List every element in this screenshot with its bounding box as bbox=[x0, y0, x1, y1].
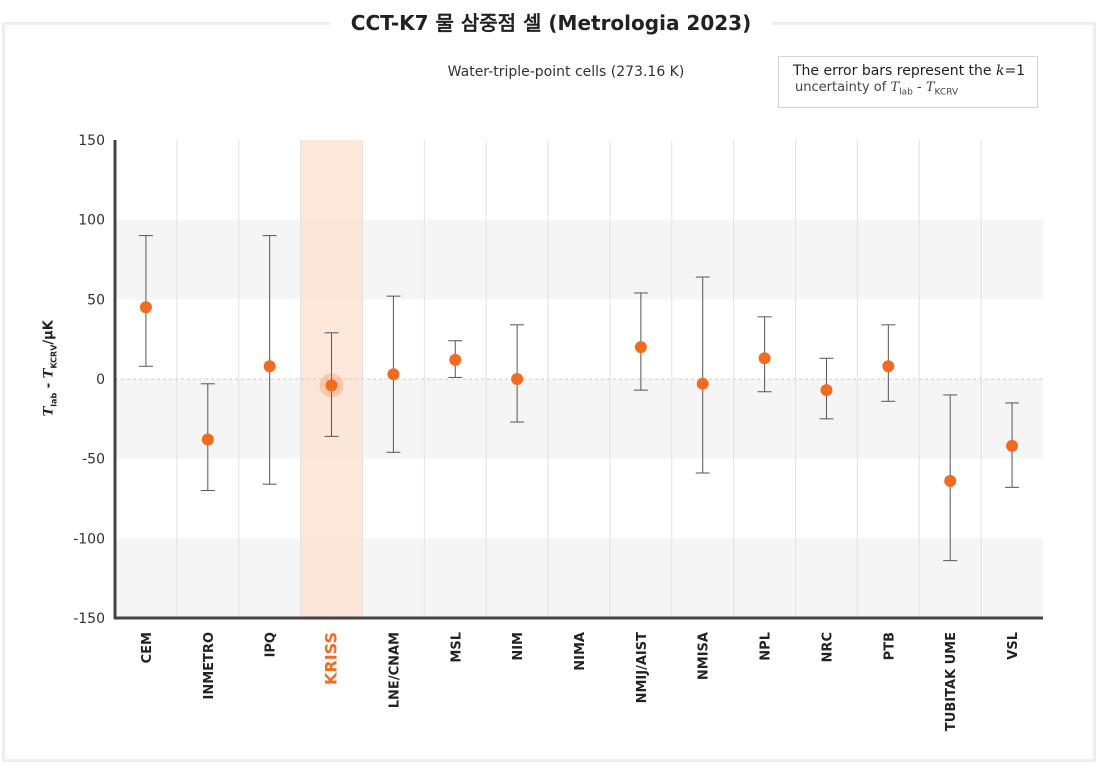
y-tick-label: 50 bbox=[87, 292, 105, 308]
data-point bbox=[634, 341, 647, 354]
y-tick-label: 100 bbox=[78, 213, 105, 229]
y-band bbox=[115, 538, 1043, 618]
x-tick-label: TUBITAK UME bbox=[944, 632, 959, 731]
x-tick-label: NRC bbox=[820, 632, 835, 662]
data-point bbox=[758, 352, 771, 365]
data-point bbox=[139, 301, 152, 314]
data-point bbox=[263, 360, 276, 373]
note-text-2: uncertainty of bbox=[795, 80, 891, 95]
data-point bbox=[1006, 439, 1019, 452]
y-tick-label: 150 bbox=[78, 133, 105, 149]
x-tick-label: NIMA bbox=[573, 632, 588, 671]
y-tick-label: -150 bbox=[73, 611, 105, 627]
x-tick-label: CEM bbox=[140, 632, 155, 663]
y-band bbox=[115, 379, 1043, 459]
x-tick-label: VSL bbox=[1006, 632, 1021, 660]
chart-title: CCT-K7 물 삼중점 셀 (Metrologia 2023) bbox=[330, 8, 772, 38]
note-t-lab: T bbox=[890, 80, 900, 95]
data-point bbox=[387, 368, 400, 381]
note-text: The error bars represent the bbox=[793, 63, 996, 79]
x-tick-label: INMETRO bbox=[202, 632, 217, 699]
y-tick-label: -50 bbox=[82, 452, 105, 468]
x-tick-label: NMISA bbox=[697, 632, 712, 680]
chart-subtitle: Water-triple-point cells (273.16 K) bbox=[447, 64, 685, 80]
x-tick-label: IPQ bbox=[264, 632, 279, 657]
note-t-lab-sub: lab bbox=[899, 87, 913, 98]
x-tick-label: LNE/CNAM bbox=[387, 632, 402, 708]
note-line-2: uncertainty of Tlab - TKCRV bbox=[793, 80, 1037, 98]
data-point bbox=[944, 474, 957, 487]
x-tick-label: NMIJ/AIST bbox=[635, 632, 650, 703]
data-point bbox=[325, 379, 338, 392]
note-t-kcrv: T bbox=[925, 80, 935, 95]
y-band bbox=[115, 219, 1043, 300]
data-point bbox=[882, 360, 895, 373]
data-point bbox=[449, 353, 462, 366]
data-point bbox=[511, 373, 524, 385]
x-tick-label: PTB bbox=[882, 632, 897, 660]
data-point bbox=[201, 433, 214, 446]
y-tick-label: 0 bbox=[96, 372, 105, 388]
x-tick-label: NPL bbox=[759, 632, 774, 661]
x-tick-label: NIM bbox=[511, 632, 526, 661]
note-k: k bbox=[995, 63, 1005, 79]
error-bar-note: The error bars represent the k=1 uncerta… bbox=[778, 56, 1038, 108]
x-tick-label: MSL bbox=[449, 632, 464, 663]
note-k-value: =1 bbox=[1004, 63, 1026, 79]
note-dash: - bbox=[912, 80, 926, 95]
data-point bbox=[820, 384, 833, 397]
x-tick-label: KRISS bbox=[322, 632, 341, 685]
note-t-kcrv-sub: KCRV bbox=[934, 87, 959, 98]
note-line-1: The error bars represent the k=1 bbox=[793, 63, 1037, 79]
data-point bbox=[696, 377, 709, 390]
y-tick-label: -100 bbox=[73, 531, 105, 547]
